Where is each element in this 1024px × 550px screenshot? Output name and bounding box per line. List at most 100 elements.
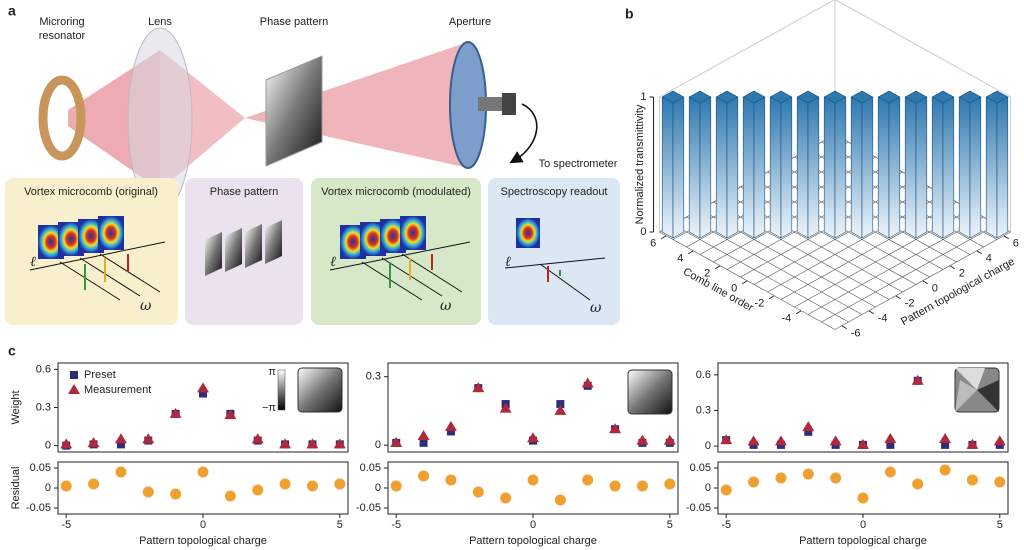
phase-plate [265, 55, 323, 167]
y-tick-label: -6 [851, 328, 861, 340]
y-tick-label: -0.05 [686, 502, 711, 514]
x-tick-label: 0 [200, 519, 206, 531]
bar [850, 90, 874, 239]
plot-frame [387, 461, 679, 515]
marker [554, 404, 567, 415]
y-tick-label: -2 [905, 298, 915, 310]
marker [775, 472, 787, 484]
bar-top [877, 90, 901, 104]
bar-top [688, 90, 712, 104]
marker [306, 480, 318, 492]
x-tick-label: -2 [754, 298, 764, 310]
bar-face [796, 96, 809, 239]
y-tick-label: 0 [375, 482, 381, 494]
bar-face [823, 96, 836, 239]
box-title: Vortex microcomb (modulated) [321, 186, 471, 198]
axis-symbol: ω [590, 300, 602, 316]
marker [60, 480, 72, 492]
y-tick-label: -4 [878, 313, 888, 325]
x-tick-label: -5 [391, 519, 401, 531]
axis-symbol: ℓ [330, 254, 336, 270]
comb-original: ℓ ω [29, 216, 166, 314]
floor-grid [672, 224, 849, 323]
marker [279, 478, 291, 490]
y-tick-label: 0 [705, 440, 711, 452]
bar-face [958, 96, 971, 239]
marker [720, 434, 733, 445]
marker [169, 407, 182, 418]
marker [88, 478, 100, 490]
y-tick [922, 280, 929, 285]
y-tick-label: 0 [45, 440, 51, 452]
y-tick-label: 6 [1013, 238, 1019, 250]
plot-frame [717, 362, 1009, 453]
y-tick-label: 4 [986, 253, 992, 265]
marker [911, 374, 924, 385]
panel-label: c [8, 343, 16, 359]
marker [939, 432, 952, 443]
y-tick [976, 250, 983, 255]
floor-grid [807, 216, 984, 315]
marker [939, 464, 951, 476]
marker [941, 440, 950, 449]
marker [720, 484, 732, 496]
bar [931, 90, 955, 239]
axis-symbol: ω [140, 298, 152, 314]
marker [446, 427, 455, 436]
marker [912, 478, 924, 490]
marker [636, 434, 649, 445]
bar-face [753, 96, 766, 239]
marker [774, 435, 787, 446]
legend-marker [68, 384, 80, 394]
marker [857, 492, 869, 504]
marker [582, 474, 594, 486]
y-tick [895, 295, 902, 300]
y-axis-label: Residual [10, 467, 22, 510]
bar [688, 90, 712, 239]
y-tick-label: 0 [705, 482, 711, 494]
floor-grid [713, 201, 890, 300]
bar-face [969, 96, 982, 239]
x-tick-label: -4 [781, 313, 791, 325]
marker [142, 486, 154, 498]
axis-symbol: ℓ [30, 254, 36, 270]
marker [142, 433, 155, 444]
plot-frame [387, 362, 679, 453]
panel-a: a Microring resonator Lens Phase pattern… [5, 3, 620, 325]
bar-face [807, 96, 820, 239]
marker [60, 438, 73, 449]
marker [197, 466, 209, 478]
legend-label: Measurement [84, 384, 151, 396]
bar-face [661, 96, 674, 239]
marker [279, 438, 292, 449]
bar-face [996, 96, 1009, 239]
y-tick-label: 0 [45, 482, 51, 494]
arrow [509, 103, 538, 164]
box-title: Spectroscopy readout [500, 186, 607, 198]
box-title: Phase pattern [210, 186, 279, 198]
bar-face [942, 96, 955, 239]
bar [796, 90, 820, 239]
marker [87, 437, 100, 448]
floor-grid [821, 224, 998, 323]
marker [197, 382, 209, 393]
bar-face [915, 96, 928, 239]
marker [609, 423, 622, 434]
y-tick-label: 0.05 [30, 462, 51, 474]
bar-face [888, 96, 901, 239]
phase-patterns [205, 220, 282, 276]
x-tick [660, 235, 667, 240]
inset [277, 367, 1000, 415]
box [185, 178, 303, 325]
x-axis-label: Comb line order [681, 266, 756, 315]
bar [661, 90, 685, 239]
x-tick [741, 280, 748, 285]
label: To spectrometer [539, 158, 618, 170]
x-axis-label: Pattern topological charge [469, 535, 597, 547]
y-tick-label: -0.05 [356, 502, 381, 514]
bar [823, 90, 847, 239]
bar-top [823, 90, 847, 104]
x-tick-label: 5 [667, 519, 673, 531]
y-tick-label: 2 [959, 268, 965, 280]
x-tick [768, 295, 775, 300]
